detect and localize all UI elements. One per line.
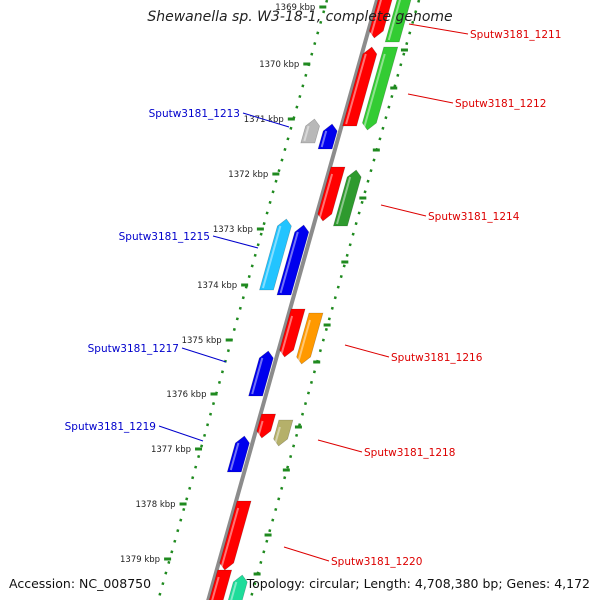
gene-arrow-reverse [248, 350, 274, 397]
gene-leader-line [408, 23, 469, 35]
gene-arrow-reverse [300, 118, 320, 144]
gene-label: Sputw3181_1215 [119, 231, 210, 243]
gene-arrow-highlight [279, 231, 299, 294]
accession-text: Accession: NC_008750 [9, 576, 152, 591]
gene-arrow-forward [256, 413, 276, 439]
gene-label: Sputw3181_1216 [391, 352, 483, 364]
gene-label: Sputw3181_1217 [88, 343, 179, 355]
gene-leader-line [344, 344, 390, 358]
gene-leader-line [407, 93, 454, 104]
gene-arrow-reverse [317, 123, 338, 150]
scale-tick-label: 1377 kbp [151, 445, 191, 455]
gene-label: Sputw3181_1214 [428, 211, 520, 223]
gene-arrow-highlight [220, 507, 240, 569]
gene-arrow-forward [317, 166, 346, 222]
ruler-layer: 1369 kbp 1370 kbp 1371 kbp 1372 kbp 1373 kbp… [120, 0, 421, 600]
gene-arrow-reverse [276, 224, 310, 296]
gene-arrow-highlight [369, 0, 382, 37]
scale-tick-label: 1369 kbp [275, 3, 315, 13]
scale-tick-label: 1372 kbp [228, 170, 268, 180]
gene-arrow-highlight [211, 576, 220, 600]
gene-arrow-forward [273, 419, 294, 447]
gene-leader-line [380, 204, 427, 217]
gene-leader-line [212, 235, 259, 249]
gene-arrow-highlight [320, 130, 328, 148]
gene-label: Sputw3181_1211 [470, 29, 561, 41]
gene-arrow-highlight [303, 125, 310, 142]
gene-arrow-highlight [257, 420, 264, 437]
gene-arrow-forward [384, 0, 412, 43]
gene-leader-line [283, 546, 330, 562]
scale-tick-label: 1371 kbp [244, 115, 284, 125]
map-title: Shewanella sp. W3-18-1, complete genome [147, 9, 453, 25]
scale-tick-label: 1379 kbp [120, 555, 160, 565]
gene-arrow-highlight [229, 442, 240, 471]
gene-arrow-highlight [345, 53, 367, 125]
gene-arrow-forward [333, 169, 362, 227]
gene-arrow-forward [208, 569, 233, 600]
gene-arrow-highlight [363, 53, 386, 129]
gene-leader-line [181, 347, 227, 363]
scale-tick-label: 1370 kbp [259, 60, 299, 70]
gene-arrow-highlight [251, 357, 264, 395]
scale-tick-label: 1375 kbp [182, 336, 222, 346]
gene-arrow-highlight [336, 176, 352, 225]
scale-tick-label: 1376 kbp [166, 390, 206, 400]
gene-arrow-forward [279, 308, 306, 358]
genome-backbone-line [206, 0, 380, 600]
gene-leader-line [242, 112, 290, 128]
label-layer: Sputw3181_1211 Sputw3181_1212 Sputw3181_12… [65, 23, 561, 568]
strand-guide-line [249, 0, 421, 600]
gene-arrow-forward [219, 500, 252, 571]
gene-label: Sputw3181_1220 [331, 556, 422, 568]
gene-arrow-forward [227, 574, 248, 600]
gene-arrow-reverse [259, 218, 292, 291]
gene-label: Sputw3181_1218 [364, 447, 455, 459]
gene-label: Sputw3181_1212 [455, 98, 546, 110]
gene-leader-line [158, 425, 204, 442]
gene-arrow-forward [368, 0, 393, 39]
gene-arrow-highlight [318, 173, 334, 220]
gene-arrow-highlight [262, 225, 282, 289]
gene-arrow-highlight [274, 426, 281, 445]
gene-arrow-highlight [280, 315, 294, 356]
scale-tick-label: 1374 kbp [197, 281, 237, 291]
gene-arrow-highlight [230, 581, 238, 600]
gene-label: Sputw3181_1213 [149, 108, 240, 120]
scale-tick-label: 1378 kbp [135, 500, 175, 510]
feature-layer [208, 0, 412, 600]
gene-label: Sputw3181_1219 [65, 421, 156, 433]
gene-arrow-reverse [226, 435, 250, 473]
genome-summary-text: Topology: circular; Length: 4,708,380 bp… [246, 576, 590, 591]
scale-tick-label: 1373 kbp [213, 225, 253, 235]
gene-leader-line [317, 439, 363, 453]
scale-ruler-line [157, 0, 329, 600]
gene-arrow-highlight [297, 319, 311, 363]
gene-arrow-forward [296, 312, 324, 365]
gene-arrow-forward [362, 46, 399, 131]
gene-arrow-highlight [387, 0, 402, 41]
gene-arrow-forward [342, 46, 378, 127]
